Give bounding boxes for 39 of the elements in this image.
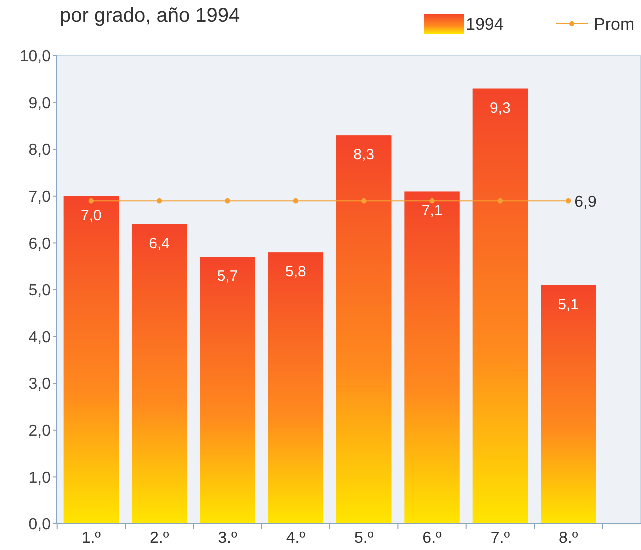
bar — [268, 252, 324, 524]
bar — [472, 88, 528, 524]
x-tick-label: 2.º — [150, 530, 170, 547]
bar — [64, 196, 120, 524]
y-tick-label: 0,0 — [28, 516, 52, 534]
data-label: 7,0 — [80, 207, 102, 224]
y-tick-label: 3,0 — [28, 376, 52, 394]
data-label: 9,3 — [490, 100, 511, 117]
bar — [132, 224, 188, 524]
legend-label: 1994 — [466, 14, 504, 34]
y-tick-label: 9,0 — [28, 95, 52, 112]
chart-subtitle: por grado, año 1994 — [60, 5, 240, 27]
y-tick-label: 10,0 — [20, 48, 52, 66]
bar — [200, 257, 256, 524]
data-label: 6,4 — [149, 235, 170, 252]
x-tick-label: 4.º — [286, 530, 306, 547]
data-label: 7,1 — [422, 202, 443, 220]
y-tick-label: 5,0 — [28, 282, 52, 300]
data-label: 5,1 — [558, 296, 580, 314]
x-tick-label: 6.º — [422, 530, 442, 547]
y-tick-label: 7,0 — [28, 189, 52, 206]
data-label: 5,7 — [217, 268, 238, 286]
x-tick-label: 8.º — [559, 530, 578, 547]
bar — [404, 192, 460, 524]
y-tick-label: 8,0 — [28, 142, 52, 160]
data-label: 6,9 — [574, 194, 597, 212]
x-tick-label: 5.º — [354, 530, 374, 547]
y-tick-label: 4,0 — [28, 329, 52, 346]
y-tick-label: 6,0 — [28, 236, 52, 253]
y-tick-label: 2,0 — [28, 423, 52, 440]
x-tick-label: 3.º — [218, 530, 238, 547]
bar — [336, 136, 392, 524]
data-label: 8,3 — [354, 146, 375, 164]
bar — [541, 285, 596, 524]
x-tick-label: 7.º — [490, 530, 510, 547]
legend-label: Prom — [594, 14, 635, 34]
x-tick-label: 1.º — [82, 530, 102, 547]
y-tick-label: 1,0 — [28, 470, 52, 487]
data-label: 5,8 — [286, 264, 306, 281]
